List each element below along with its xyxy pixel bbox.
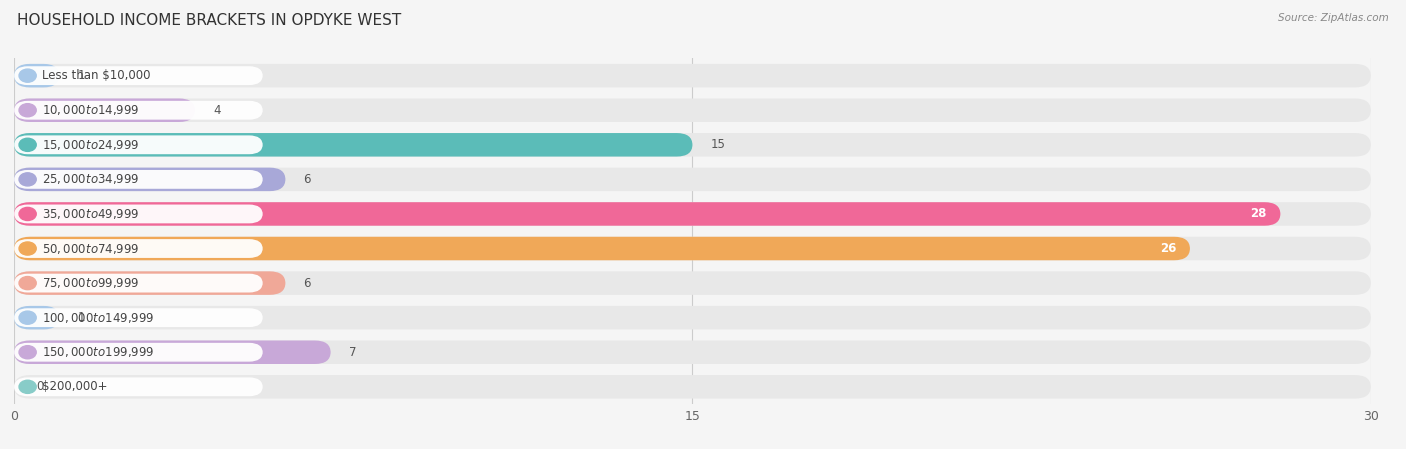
FancyBboxPatch shape [14, 378, 263, 396]
Text: $75,000 to $99,999: $75,000 to $99,999 [42, 276, 139, 290]
Text: $200,000+: $200,000+ [42, 380, 108, 393]
Circle shape [20, 242, 37, 255]
FancyBboxPatch shape [14, 271, 285, 295]
FancyBboxPatch shape [14, 136, 263, 154]
Text: 1: 1 [77, 311, 84, 324]
Circle shape [20, 104, 37, 117]
Circle shape [20, 207, 37, 220]
FancyBboxPatch shape [14, 64, 1371, 88]
FancyBboxPatch shape [14, 239, 263, 258]
Text: 7: 7 [349, 346, 356, 359]
Text: 15: 15 [710, 138, 725, 151]
FancyBboxPatch shape [14, 101, 263, 119]
Text: 26: 26 [1160, 242, 1177, 255]
Text: 6: 6 [304, 173, 311, 186]
FancyBboxPatch shape [14, 167, 1371, 191]
Text: 4: 4 [214, 104, 221, 117]
FancyBboxPatch shape [14, 170, 263, 189]
FancyBboxPatch shape [14, 343, 263, 361]
FancyBboxPatch shape [14, 274, 263, 292]
FancyBboxPatch shape [14, 306, 59, 330]
Circle shape [20, 173, 37, 186]
FancyBboxPatch shape [14, 271, 1371, 295]
Text: Less than $10,000: Less than $10,000 [42, 69, 150, 82]
FancyBboxPatch shape [14, 308, 263, 327]
FancyBboxPatch shape [14, 375, 1371, 399]
FancyBboxPatch shape [14, 340, 1371, 364]
Circle shape [20, 380, 37, 393]
FancyBboxPatch shape [14, 133, 1371, 157]
FancyBboxPatch shape [14, 306, 1371, 330]
FancyBboxPatch shape [14, 98, 195, 122]
Text: Source: ZipAtlas.com: Source: ZipAtlas.com [1278, 13, 1389, 23]
Text: $100,000 to $149,999: $100,000 to $149,999 [42, 311, 155, 325]
Text: $15,000 to $24,999: $15,000 to $24,999 [42, 138, 139, 152]
Circle shape [20, 69, 37, 82]
Text: $35,000 to $49,999: $35,000 to $49,999 [42, 207, 139, 221]
Text: $150,000 to $199,999: $150,000 to $199,999 [42, 345, 155, 359]
FancyBboxPatch shape [14, 98, 1371, 122]
FancyBboxPatch shape [14, 237, 1189, 260]
Text: $25,000 to $34,999: $25,000 to $34,999 [42, 172, 139, 186]
Circle shape [20, 138, 37, 151]
FancyBboxPatch shape [14, 133, 692, 157]
Text: HOUSEHOLD INCOME BRACKETS IN OPDYKE WEST: HOUSEHOLD INCOME BRACKETS IN OPDYKE WEST [17, 13, 401, 28]
FancyBboxPatch shape [14, 205, 263, 223]
FancyBboxPatch shape [14, 167, 285, 191]
Text: $50,000 to $74,999: $50,000 to $74,999 [42, 242, 139, 255]
Text: 0: 0 [37, 380, 44, 393]
FancyBboxPatch shape [14, 340, 330, 364]
Circle shape [20, 277, 37, 290]
Circle shape [20, 311, 37, 324]
Text: 6: 6 [304, 277, 311, 290]
FancyBboxPatch shape [14, 237, 1371, 260]
FancyBboxPatch shape [14, 202, 1281, 226]
Text: 1: 1 [77, 69, 84, 82]
FancyBboxPatch shape [14, 202, 1371, 226]
FancyBboxPatch shape [14, 66, 263, 85]
Text: 28: 28 [1250, 207, 1267, 220]
Circle shape [20, 346, 37, 359]
Text: $10,000 to $14,999: $10,000 to $14,999 [42, 103, 139, 117]
FancyBboxPatch shape [14, 64, 59, 88]
